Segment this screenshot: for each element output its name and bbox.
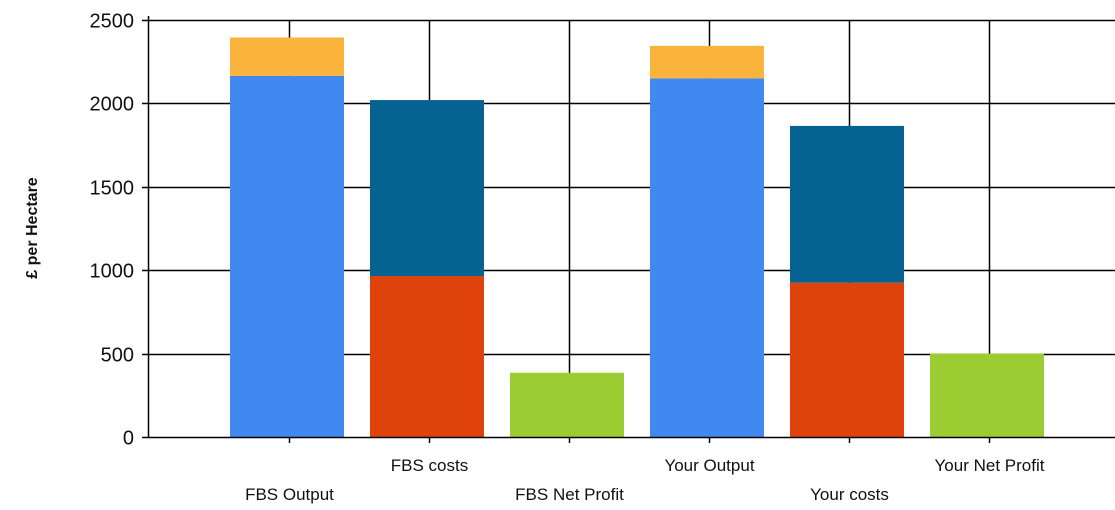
x-category-label: Your costs bbox=[810, 485, 889, 504]
bars bbox=[230, 37, 1044, 438]
bar-segment bbox=[370, 100, 484, 277]
x-category-label: Your Output bbox=[664, 456, 754, 475]
y-tick-label: 1500 bbox=[90, 178, 135, 200]
x-category-label: FBS Net Profit bbox=[515, 485, 624, 504]
bar-segment bbox=[510, 372, 624, 437]
bar-segment bbox=[230, 37, 344, 76]
bar-segment bbox=[230, 75, 344, 438]
bar-segment bbox=[650, 78, 764, 437]
bar-segment bbox=[930, 353, 1044, 437]
y-tick-label: 1000 bbox=[90, 261, 135, 283]
bar-segment bbox=[790, 125, 904, 283]
x-category-label: Your Net Profit bbox=[935, 456, 1045, 475]
labels: 0 500 1000 1500 2000 2500 FBS Output FBS costs F… bbox=[90, 11, 1045, 505]
y-tick-label: 2500 bbox=[90, 11, 135, 33]
bar-segment bbox=[370, 276, 484, 437]
axes bbox=[142, 16, 1115, 443]
y-axis-label: £ per Hectare bbox=[24, 177, 41, 278]
y-tick-label: 0 bbox=[123, 428, 134, 450]
y-tick-label: 2000 bbox=[90, 94, 135, 116]
x-category-label: FBS Output bbox=[245, 485, 334, 504]
bar-segment bbox=[790, 282, 904, 437]
bar-segment bbox=[650, 45, 764, 79]
x-category-label: FBS costs bbox=[391, 456, 468, 475]
y-tick-label: 500 bbox=[101, 345, 134, 367]
